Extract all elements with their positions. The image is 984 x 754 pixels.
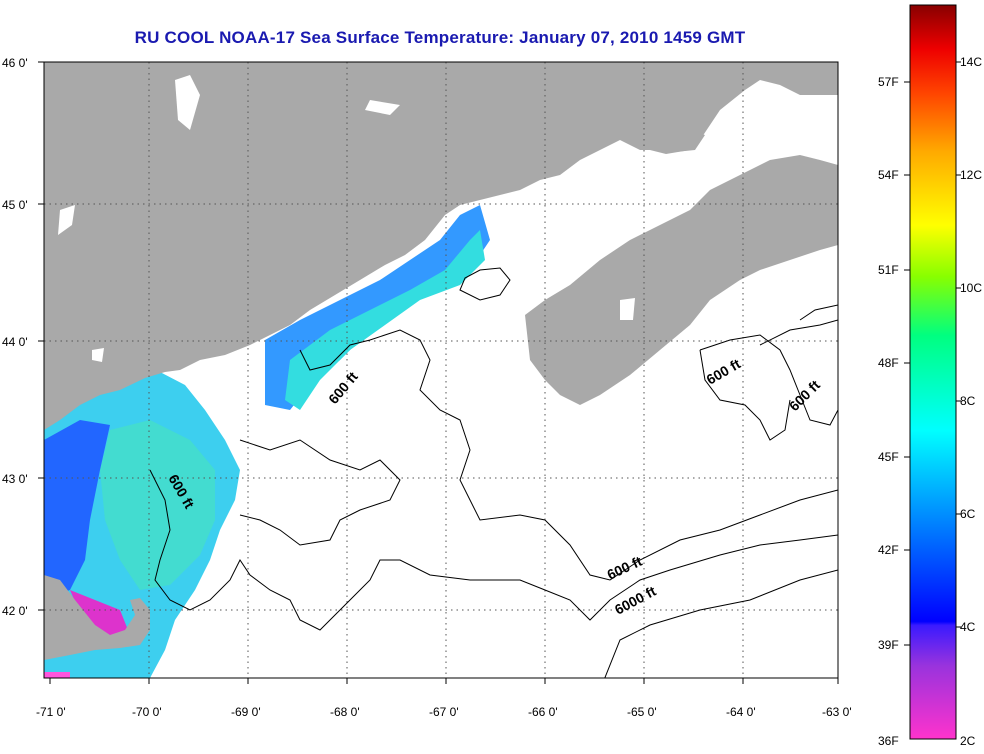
colorbar-f-label: 42F [878, 543, 899, 557]
lake-2 [58, 205, 75, 235]
lon-tick-label: -68 0' [330, 705, 360, 719]
map-frame [43, 61, 839, 679]
bay-of-fundy [500, 150, 690, 255]
sst-cool-water-2 [100, 420, 215, 590]
land-nova-scotia [525, 155, 838, 405]
lat-tick-label: 45 0' [2, 198, 28, 212]
land-mainland [44, 62, 838, 430]
colorbar-c-label: 14C [960, 55, 982, 69]
lat-tick-label: 43 0' [2, 472, 28, 486]
colorbar [909, 4, 957, 740]
sst-magenta-water-2 [44, 672, 70, 678]
lake-3 [365, 100, 400, 115]
colorbar-c-label: 8C [960, 394, 976, 408]
colorbar-f-label: 57F [878, 75, 899, 89]
lon-tick-label: -64 0' [726, 705, 756, 719]
colorbar-c-label: 6C [960, 507, 976, 521]
lake-5 [92, 348, 104, 362]
land-island-1 [670, 130, 705, 152]
colorbar-ticks [904, 61, 961, 646]
lon-tick-label: -65 0' [627, 705, 657, 719]
chart-title: RU COOL NOAA-17 Sea Surface Temperature:… [134, 28, 746, 47]
colorbar-f-label: 39F [878, 638, 899, 652]
land-island-2 [800, 80, 838, 95]
sst-magenta-water [70, 590, 130, 640]
lon-tick-label: -67 0' [429, 705, 459, 719]
colorbar-f-label: 45F [878, 450, 899, 464]
colorbar-c-label: 12C [960, 168, 982, 182]
map-grid [44, 62, 838, 678]
colorbar-c-label: 2C [960, 734, 976, 748]
lake-1 [175, 75, 200, 130]
land-cape-cod [44, 575, 150, 660]
colorbar-c-label: 4C [960, 620, 976, 634]
lon-tick-label: -71 0' [36, 705, 66, 719]
lat-tick-label: 42 0' [2, 604, 28, 618]
lon-axis [49, 678, 839, 684]
lon-tick-label: -63 0' [822, 705, 852, 719]
lat-tick-label: 44 0' [2, 335, 28, 349]
sst-cyan-water-north [285, 230, 485, 410]
lat-tick-label: 46 0' [2, 56, 28, 70]
lat-axis [38, 61, 44, 611]
lake-4 [620, 298, 635, 320]
lon-tick-label: -69 0' [231, 705, 261, 719]
lon-tick-label: -70 0' [132, 705, 162, 719]
lon-tick-label: -66 0' [528, 705, 558, 719]
bathymetry-contours [149, 267, 838, 678]
colorbar-f-label: 36F [878, 734, 899, 748]
colorbar-f-label: 48F [878, 356, 899, 370]
colorbar-f-label: 51F [878, 263, 899, 277]
colorbar-c-label: 10C [960, 281, 982, 295]
colorbar-f-label: 54F [878, 168, 899, 182]
sst-blue-water [44, 420, 110, 600]
